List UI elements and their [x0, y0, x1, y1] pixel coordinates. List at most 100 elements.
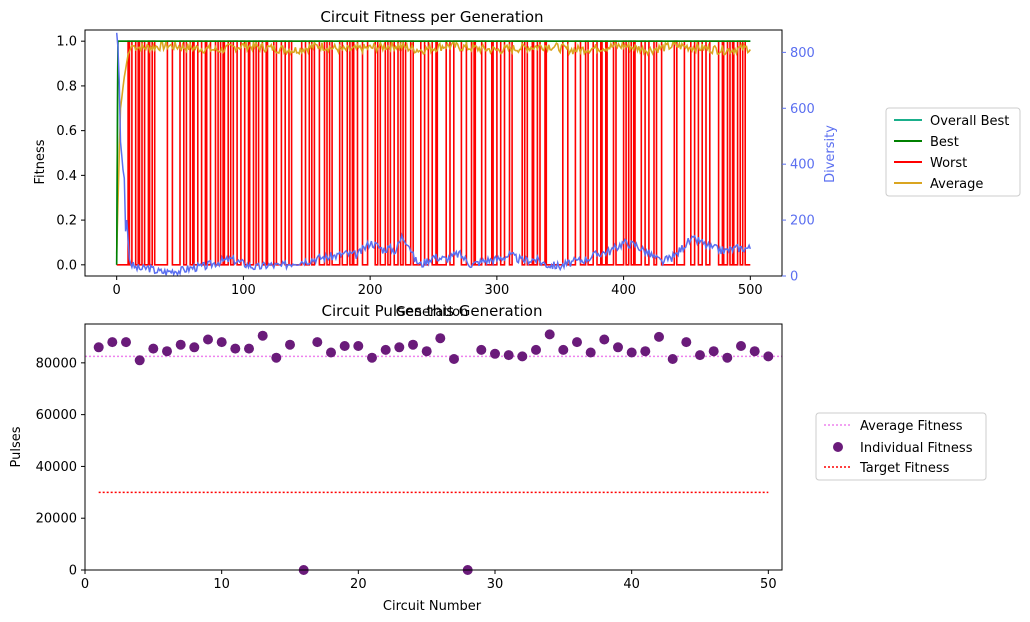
individual-fitness-point [503, 350, 514, 361]
fitness-y-tick-label: 0.0 [56, 258, 77, 273]
individual-fitness-point [476, 344, 487, 355]
fitness-x-tick-label: 400 [611, 283, 636, 298]
fitness-legend-box [885, 107, 1021, 197]
pulses-chart-title: Circuit Pulses this Generation [322, 302, 543, 320]
pulses-x-ticks: 0 10 20 30 40 50 [81, 570, 777, 592]
best-series-line [115, 40, 751, 265]
diversity-y-tick-label: 0 [790, 270, 798, 285]
overall-best-series-line [115, 40, 751, 265]
average-series-line [115, 40, 751, 254]
fitness-y-tick-label: 0.2 [56, 214, 77, 229]
fitness-x-tick-label: 200 [358, 283, 383, 298]
individual-fitness-point [681, 337, 692, 348]
individual-fitness-point [613, 342, 623, 353]
pulses-chart: Circuit Pulses this Generation Circuit N… [9, 302, 783, 614]
individual-fitness-point [339, 341, 350, 351]
individual-fitness-point [121, 337, 131, 348]
individual-fitness-point [380, 344, 391, 355]
individual-fitness-point [490, 348, 500, 359]
individual-fitness-point [572, 337, 582, 348]
legend-average-fitness-label: Average Fitness [860, 419, 963, 434]
individual-fitness-point [763, 351, 774, 362]
fitness-chart-y2label: Diversity [823, 125, 838, 183]
individual-fitness-point [558, 344, 569, 355]
fitness-y-tick-label: 0.4 [56, 169, 77, 184]
individual-fitness-point [449, 354, 459, 364]
individual-fitness-point [722, 352, 733, 363]
individual-fitness-point [626, 347, 637, 358]
individual-fitness-point [736, 341, 746, 351]
fitness-y-tick-label: 1.0 [56, 35, 77, 50]
legend-target-fitness-label: Target Fitness [859, 461, 950, 476]
pulses-y-tick-label: 40000 [36, 460, 77, 475]
individual-fitness-point [353, 341, 364, 351]
pulses-x-tick-label: 40 [623, 577, 640, 592]
legend-individual-fitness-label: Individual Fitness [860, 441, 973, 456]
pulses-plot-frame [84, 323, 783, 571]
diversity-y-tick-label: 200 [790, 214, 815, 229]
individual-fitness-point [216, 337, 227, 348]
fitness-plot-area [115, 32, 752, 277]
individual-fitness-point [312, 337, 323, 348]
individual-fitness-point [107, 337, 118, 348]
fitness-y-tick-label: 0.8 [56, 79, 77, 94]
diversity-y-tick-label: 600 [790, 102, 815, 117]
pulses-x-tick-label: 20 [350, 577, 367, 592]
fitness-y-tick-label: 0.6 [56, 124, 77, 139]
individual-fitness-point [667, 354, 678, 364]
pulses-y-tick-label: 80000 [36, 356, 77, 371]
fitness-x-tick-label: 500 [738, 283, 763, 298]
individual-fitness-point [531, 344, 541, 355]
individual-fitness-point [408, 339, 418, 350]
individual-fitness-point [367, 352, 377, 363]
pulses-legend-box [815, 412, 987, 481]
individual-fitness-point [695, 350, 705, 361]
fitness-x-tick-label: 0 [113, 283, 121, 298]
individual-fitness-point [203, 334, 213, 345]
individual-fitness-point [230, 343, 241, 354]
individual-fitness-point [599, 334, 610, 345]
individual-fitness-point [708, 346, 719, 357]
worst-series-line [116, 40, 751, 266]
individual-fitness-point [517, 351, 528, 362]
individual-fitness-point [162, 346, 172, 357]
fitness-chart-title: Circuit Fitness per Generation [320, 8, 543, 26]
fitness-chart-xlabel: Generation [396, 305, 469, 320]
pulses-x-tick-label: 30 [487, 577, 504, 592]
individual-fitness-point [435, 333, 446, 344]
diversity-y-tick-label: 800 [790, 46, 815, 61]
pulses-y-tick-label: 0 [69, 564, 77, 579]
fitness-x-tick-label: 100 [231, 283, 256, 298]
individual-fitness-point [148, 343, 159, 354]
pulses-y-ticks: 0 20000 40000 60000 80000 [36, 356, 85, 579]
fitness-legend: Overall Best Best Worst Average [885, 107, 1021, 197]
pulses-legend: Average Fitness Individual Fitness Targe… [815, 412, 987, 481]
legend-overall-best-label: Overall Best [930, 114, 1009, 129]
pulses-y-tick-label: 60000 [36, 408, 77, 423]
fitness-chart-ylabel: Fitness [33, 139, 48, 184]
individual-fitness-point [585, 347, 596, 358]
fitness-chart: Circuit Fitness per Generation Generatio… [33, 8, 838, 320]
legend-best-label: Best [930, 135, 959, 150]
diversity-y-ticks: 0 200 400 600 800 [782, 46, 815, 285]
individual-fitness-point [244, 343, 254, 354]
individual-fitness-point [544, 329, 555, 340]
legend-average-label: Average [930, 177, 983, 192]
pulses-x-tick-label: 50 [760, 577, 777, 592]
individual-fitness-point [326, 347, 336, 358]
individual-fitness-point [640, 346, 651, 357]
legend-worst-label: Worst [930, 156, 967, 171]
individual-fitness-point [285, 339, 295, 350]
fitness-x-ticks: 0 100 200 300 400 500 [113, 276, 763, 298]
individual-fitness-point [421, 346, 432, 357]
individual-fitness-point [93, 342, 104, 353]
individual-fitness-point [749, 346, 760, 357]
pulses-x-tick-label: 10 [213, 577, 230, 592]
diversity-series-line [115, 32, 752, 277]
fitness-y-ticks: 0.0 0.2 0.4 0.6 0.8 1.0 [56, 35, 85, 273]
diversity-y-tick-label: 400 [790, 158, 815, 173]
individual-fitness-point [271, 352, 282, 363]
pulses-chart-xlabel: Circuit Number [383, 599, 482, 614]
individual-fitness-point [257, 330, 268, 341]
